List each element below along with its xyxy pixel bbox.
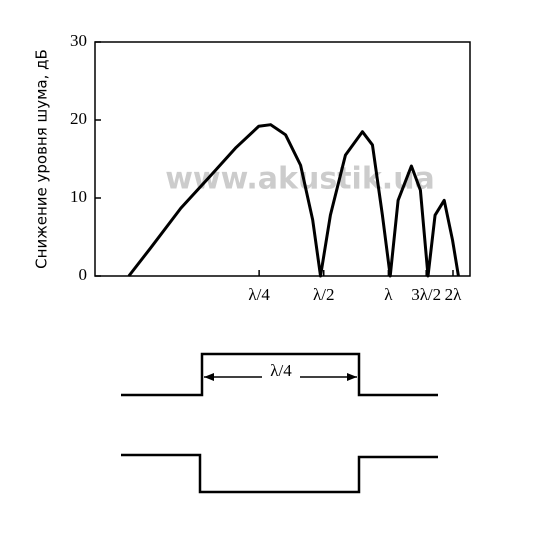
dimension-label: λ/4 (270, 361, 292, 380)
plot-frame (94, 41, 471, 277)
x-tick-label: 3λ/2 (411, 285, 441, 304)
upper-profile (121, 352, 438, 397)
x-tick-label: λ/4 (248, 285, 270, 304)
y-tick-label: 10 (70, 187, 87, 206)
y-axis-label: Снижение уровня шума, дБ (33, 49, 51, 269)
arrow-head (347, 373, 357, 381)
y-tick-label: 20 (70, 109, 87, 128)
x-tick-label: λ (384, 285, 393, 304)
x-tick-label: λ/2 (313, 285, 334, 304)
lower-profile (121, 453, 438, 494)
y-tick-label: 0 (79, 265, 88, 284)
diagram (121, 352, 438, 494)
x-tick-label: 2λ (445, 285, 463, 304)
arrow-head (204, 373, 214, 381)
curve (127, 123, 460, 278)
y-tick-label: 30 (70, 31, 87, 50)
